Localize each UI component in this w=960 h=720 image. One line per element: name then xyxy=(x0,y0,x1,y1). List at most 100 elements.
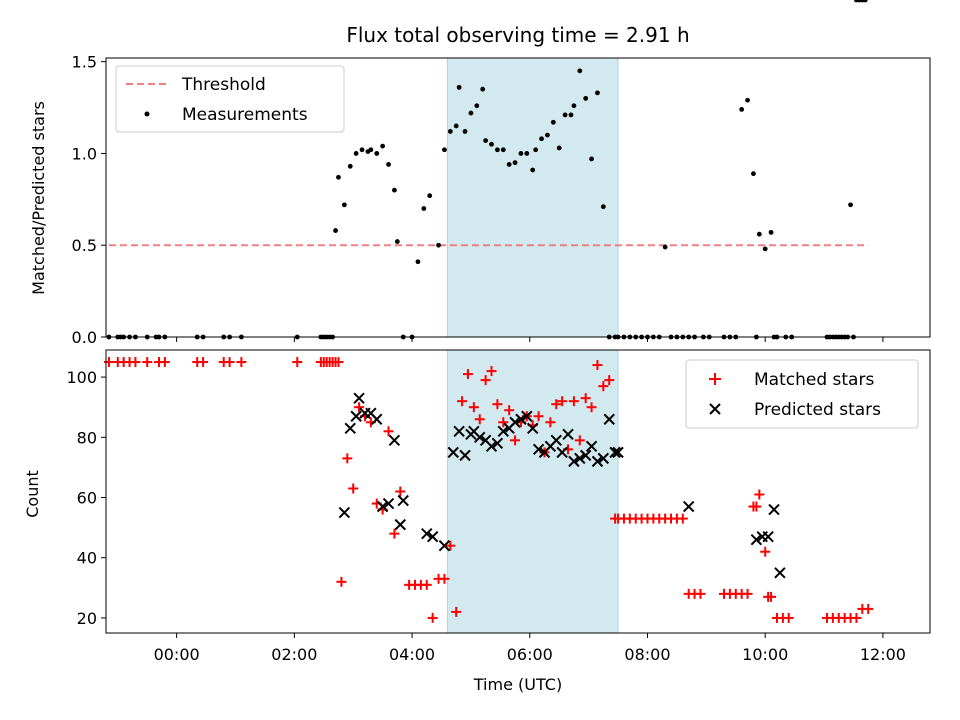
measurement-point xyxy=(347,163,353,169)
measurement-point xyxy=(483,138,489,143)
predicted-legend-label: Predicted stars xyxy=(754,400,881,420)
predicted-star-stroke xyxy=(353,392,365,404)
ratio-y-axis-label: Matched/Predicted stars xyxy=(29,101,48,295)
predicted-star-point xyxy=(426,530,439,543)
predicted-star-stroke xyxy=(574,452,586,465)
matched-star-point xyxy=(336,576,347,587)
predicted-star-stroke xyxy=(550,434,562,447)
predicted-star-point xyxy=(768,503,780,516)
measurement-point xyxy=(583,95,589,101)
matched-star-point xyxy=(754,489,765,500)
predicted-star-point xyxy=(509,416,521,428)
measurement-point xyxy=(506,162,512,167)
matched-star-point xyxy=(851,612,862,623)
count-legend: Matched stars Predicted stars xyxy=(685,359,919,429)
measurement-point xyxy=(421,206,427,211)
measurements-legend-label: Measurements xyxy=(182,105,308,125)
matched-star-point xyxy=(292,357,303,368)
predicted-star-stroke xyxy=(556,446,568,459)
measurement-point xyxy=(392,187,397,193)
measurement-point xyxy=(359,147,365,153)
count-y-tick-label: 40 xyxy=(77,549,97,568)
measurement-point xyxy=(589,156,594,162)
predicted-star-point xyxy=(497,425,509,437)
predicted-star-point xyxy=(350,410,362,422)
predicted-star-point xyxy=(527,422,539,434)
matched-star-point xyxy=(751,501,762,512)
matched-star-point xyxy=(427,612,438,623)
predicted-star-stroke xyxy=(682,500,695,513)
predicted-star-point xyxy=(562,428,574,441)
x-axis-label: Time (UTC) xyxy=(473,675,562,694)
predicted-star-stroke xyxy=(438,539,451,552)
predicted-star-stroke xyxy=(762,530,774,543)
measurement-point xyxy=(512,160,518,166)
measurement-point xyxy=(545,132,550,138)
predicted-star-stroke xyxy=(532,443,545,456)
matched-star-point xyxy=(760,546,771,557)
matched-star-point xyxy=(592,360,603,371)
predicted-star-stroke xyxy=(453,425,465,437)
measurement-point xyxy=(745,97,750,103)
matched-star-point xyxy=(568,396,579,407)
count-y-tick-label: 20 xyxy=(77,609,97,628)
measurement-point xyxy=(427,193,433,199)
predicted-star-stroke xyxy=(426,530,439,543)
predicted-star-point xyxy=(550,434,562,447)
predicted-star-stroke xyxy=(774,567,786,579)
measurement-point xyxy=(374,151,380,156)
ratio-panel: 0.0 0.5 1.0 1.5 Matched/Predicted stars Thr… xyxy=(29,0,931,347)
measurement-point xyxy=(556,145,562,151)
predicted-star-stroke xyxy=(750,533,763,546)
count-y-tick-label: 80 xyxy=(77,428,97,447)
measurement-point xyxy=(530,167,536,173)
predicted-star-point xyxy=(394,518,406,531)
measurement-point xyxy=(539,136,544,142)
predicted-star-stroke xyxy=(338,506,351,519)
matched-star-point xyxy=(498,417,509,428)
matched-star-point xyxy=(439,573,450,584)
predicted-star-stroke xyxy=(527,422,539,434)
predicted-star-point xyxy=(591,455,604,468)
measurement-point xyxy=(500,147,506,153)
measurements-legend-swatch xyxy=(144,111,150,117)
predicted-star-point xyxy=(603,413,615,425)
measurement-point xyxy=(756,231,762,237)
count-legend-box xyxy=(685,359,919,429)
count-panel: 20 40 60 80 100 00:00 02:00 04:00 06:00 08:00 10:… xyxy=(23,349,931,694)
matched-star-point xyxy=(504,405,515,416)
predicted-star-point xyxy=(597,452,610,465)
measurement-point xyxy=(533,147,539,153)
predicted-star-stroke xyxy=(579,449,592,462)
matched-star-point xyxy=(462,369,473,380)
measurement-point xyxy=(333,228,338,233)
predicted-star-stroke xyxy=(485,440,498,453)
predicted-star-point xyxy=(438,539,451,552)
measurement-point xyxy=(577,68,583,74)
matched-star-point xyxy=(545,417,556,428)
matched-star-point xyxy=(604,375,615,386)
predicted-star-point xyxy=(532,443,545,456)
predicted-star-stroke xyxy=(459,449,471,462)
measurement-point xyxy=(495,147,500,153)
predicted-star-stroke xyxy=(585,440,598,453)
predicted-star-point xyxy=(371,413,383,425)
measurement-point xyxy=(447,129,453,134)
matched-star-point xyxy=(445,540,456,551)
measurement-point xyxy=(453,123,459,129)
measurement-point xyxy=(415,259,421,265)
predicted-star-stroke xyxy=(509,416,521,428)
measurement-point xyxy=(751,171,756,177)
matched-star-point xyxy=(480,375,491,386)
measurement-point xyxy=(562,112,568,118)
predicted-star-stroke xyxy=(521,410,533,422)
measurement-point xyxy=(848,202,853,208)
matched-star-point xyxy=(383,426,394,437)
measurement-point xyxy=(662,244,668,250)
matched-star-point xyxy=(677,513,688,524)
matched-star-point xyxy=(421,579,432,590)
measurement-point xyxy=(568,112,574,118)
matched-star-point xyxy=(863,603,874,614)
matched-star-point xyxy=(142,357,153,368)
predicted-star-stroke xyxy=(497,425,509,437)
